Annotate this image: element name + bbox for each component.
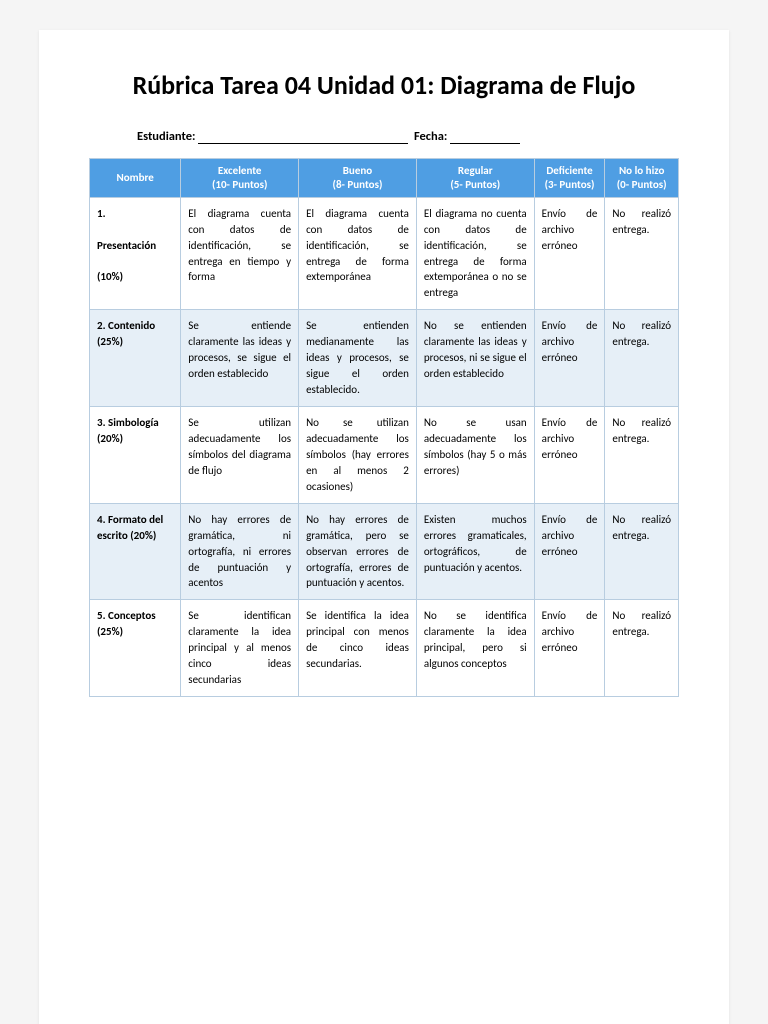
row-label: 5. Conceptos (25%) — [90, 600, 181, 697]
cell: Envío de archivo erróneo — [534, 503, 605, 600]
table-row: 1. Presentación (10%) El diagrama cuenta… — [90, 197, 679, 310]
cell: No se utilizan adecuadamente los símbolo… — [299, 407, 417, 504]
student-blank — [198, 132, 408, 144]
cell: No realizó entrega. — [605, 503, 679, 600]
cell: Se identifican claramente la idea princi… — [181, 600, 299, 697]
col-header-nolohizo: No lo hizo (0- Puntos) — [605, 159, 679, 198]
cell: No realizó entrega. — [605, 600, 679, 697]
col-header-excelente: Excelente (10- Puntos) — [181, 159, 299, 198]
col-header-bueno: Bueno (8- Puntos) — [299, 159, 417, 198]
cell: Envío de archivo erróneo — [534, 310, 605, 407]
table-row: 4. Formato del escrito (20%) No hay erro… — [90, 503, 679, 600]
date-label: Fecha: — [414, 129, 447, 144]
form-line: Estudiante: Fecha: — [89, 129, 679, 144]
cell: Se entienden medianamente las ideas y pr… — [299, 310, 417, 407]
row-label: 4. Formato del escrito (20%) — [90, 503, 181, 600]
table-row: 2. Contenido (25%) Se entiende clarament… — [90, 310, 679, 407]
cell: Envío de archivo erróneo — [534, 197, 605, 310]
page-title: Rúbrica Tarea 04 Unidad 01: Diagrama de … — [89, 70, 679, 101]
date-blank — [450, 132, 520, 144]
cell: Se entiende claramente las ideas y proce… — [181, 310, 299, 407]
cell: El diagrama no cuenta con datos de ident… — [416, 197, 534, 310]
header-row: Nombre Excelente (10- Puntos) Bueno (8- … — [90, 159, 679, 198]
student-label: Estudiante: — [137, 129, 195, 144]
cell: Envío de archivo erróneo — [534, 600, 605, 697]
row-label: 3. Simbología (20%) — [90, 407, 181, 504]
cell: No se identifica claramente la idea prin… — [416, 600, 534, 697]
document-page: Rúbrica Tarea 04 Unidad 01: Diagrama de … — [39, 30, 729, 1024]
cell: No realizó entrega. — [605, 197, 679, 310]
row-label: 2. Contenido (25%) — [90, 310, 181, 407]
cell: El diagrama cuenta con datos de identifi… — [299, 197, 417, 310]
col-header-deficiente: Deficiente (3- Puntos) — [534, 159, 605, 198]
cell: No hay errores de gramática, ni ortograf… — [181, 503, 299, 600]
cell: No realizó entrega. — [605, 310, 679, 407]
cell: Existen muchos errores gramaticales, ort… — [416, 503, 534, 600]
col-header-regular: Regular (5- Puntos) — [416, 159, 534, 198]
cell: Se utilizan adecuadamente los símbolos d… — [181, 407, 299, 504]
cell: Se identifica la idea principal con meno… — [299, 600, 417, 697]
cell: No se usan adecuadamente los símbolos (h… — [416, 407, 534, 504]
cell: No hay errores de gramática, pero se obs… — [299, 503, 417, 600]
cell: Envío de archivo erróneo — [534, 407, 605, 504]
cell: No se entienden claramente las ideas y p… — [416, 310, 534, 407]
cell: No realizó entrega. — [605, 407, 679, 504]
rubric-table: Nombre Excelente (10- Puntos) Bueno (8- … — [89, 158, 679, 697]
cell: El diagrama cuenta con datos de identifi… — [181, 197, 299, 310]
table-row: 3. Simbología (20%) Se utilizan adecuada… — [90, 407, 679, 504]
col-header-nombre: Nombre — [90, 159, 181, 198]
row-label: 1. Presentación (10%) — [90, 197, 181, 310]
table-row: 5. Conceptos (25%) Se identifican claram… — [90, 600, 679, 697]
